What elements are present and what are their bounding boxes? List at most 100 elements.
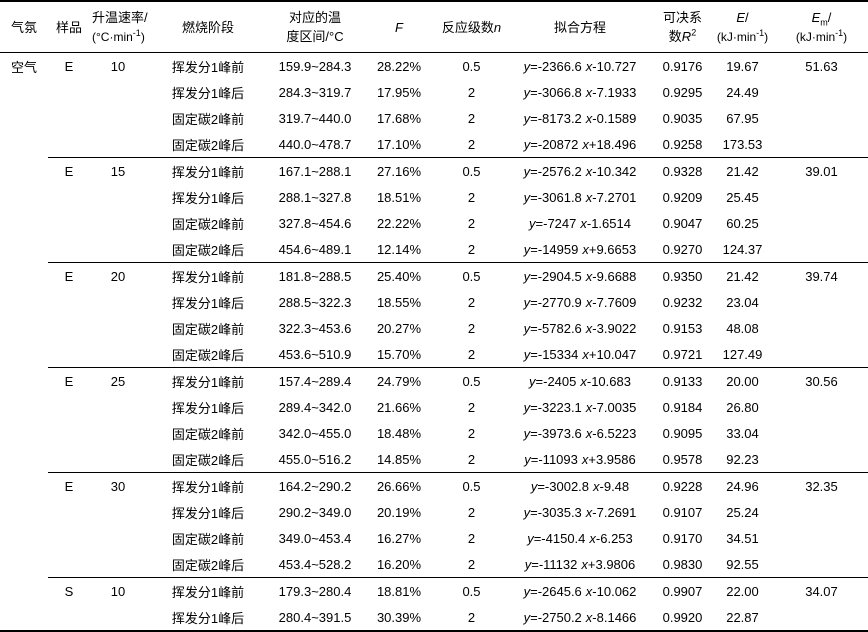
cell-Em [775,236,868,263]
cell-atmosphere [0,105,48,131]
cell-temp-range: 179.3~280.4 [270,577,360,604]
cell-Em: 39.74 [775,262,868,289]
cell-sample [48,551,90,578]
cell-sample [48,525,90,551]
cell-reaction-order: 2 [467,189,476,205]
cell-r-squared: 0.9578 [662,451,703,467]
cell-stage: 挥发分1峰后 [171,295,245,311]
cell-atmosphere [0,394,48,420]
cell-sample [48,499,90,525]
cell-F: 17.95% [376,84,422,100]
cell-Em [775,289,868,315]
cell-F: 20.27% [376,320,422,336]
header-label: 度区间/°C [286,29,344,44]
cell-Em [775,315,868,341]
cell-equation: y=-2366.6 x-10.727 [523,58,637,74]
cell-stage: 固定碳2峰前 [171,111,245,127]
col-header-reaction-order: 反应级数n [438,1,505,53]
header-label: F [395,19,403,35]
cell-r-squared: 0.9830 [662,556,703,572]
header-label: 燃烧阶段 [181,19,234,35]
cell-sample: E [48,367,90,394]
cell-E: 34.51 [726,530,759,546]
cell-temp-range: 453.6~510.9 [278,346,352,362]
cell-F: 30.39% [376,609,422,625]
cell-sample [48,394,90,420]
table-row: 固定碳2峰前 327.8~454.6 22.22% 2 y=-7247 x-1.6… [0,210,868,236]
cell-heating-rate [90,315,146,341]
header-label: 数R2 [668,27,697,44]
cell-equation: y=-14959 x+9.6653 [523,241,637,257]
cell-equation: y=-11093 x+3.9586 [524,451,636,467]
cell-temp-range: 181.8~288.5 [270,262,360,289]
cell-F: 17.68% [376,110,422,126]
cell-sample: S [48,577,90,604]
cell-r-squared: 0.9209 [662,189,703,205]
cell-atmosphere [0,210,48,236]
cell-E: 19.67 [726,58,759,74]
cell-r-squared: 0.9350 [655,262,710,289]
cell-heating-rate: 10 [90,577,146,604]
cell-stage: 固定碳2峰前 [171,216,245,232]
cell-heating-rate [90,79,146,105]
cell-sample [48,315,90,341]
table-row: 固定碳2峰后 454.6~489.1 12.14% 2 y=-14959 x+9.… [0,236,868,263]
cell-stage: 固定碳2峰后 [171,347,245,363]
cell-temp-range: 159.9~284.3 [278,58,352,74]
cell-E: 25.45 [726,189,759,205]
cell-temp-range: 167.1~288.1 [270,157,360,184]
header-unit: (kJ·min-1) [716,27,769,44]
cell-E: 22.87 [726,609,759,625]
cell-E: 173.53 [722,136,763,152]
cell-stage: 挥发分1峰后 [171,610,245,626]
cell-r-squared: 0.9907 [655,577,710,604]
cell-atmosphere [0,236,48,263]
cell-r-squared: 0.9095 [662,425,703,441]
cell-sample [48,210,90,236]
cell-stage: 挥发分1峰后 [171,400,245,416]
cell-heating-rate [90,341,146,368]
cell-E: 25.24 [726,504,759,520]
cell-E: 48.08 [726,320,759,336]
cell-atmosphere [0,420,48,446]
cell-temp-range: 280.4~391.5 [278,609,352,625]
cell-stage: 挥发分1峰后 [171,85,245,101]
header-label: E/ [736,9,749,25]
cell-F: 18.55% [376,294,422,310]
cell-r-squared: 0.9107 [662,504,703,520]
cell-atmosphere [0,473,48,500]
cell-reaction-order: 2 [467,451,476,467]
cell-equation: y=-3002.8 x-9.48 [505,472,655,499]
cell-atmosphere [0,446,48,473]
cell-F: 18.48% [376,425,422,441]
cell-heating-rate [90,394,146,420]
cell-equation: y=-15334 x+10.047 [523,346,637,362]
cell-heating-rate: 30 [90,472,146,499]
cell-r-squared: 0.9153 [662,320,703,336]
cell-stage: 挥发分1峰前 [146,367,270,394]
table-row: 固定碳2峰后 453.4~528.2 16.20% 2 y=-11132 x+3.… [0,551,868,578]
table-row: 固定碳2峰后 453.6~510.9 15.70% 2 y=-15334 x+10… [0,341,868,368]
table-row: 挥发分1峰后 288.5~322.3 18.55% 2 y=-2770.9 x-7… [0,289,868,315]
cell-E: 20.00 [710,367,775,394]
cell-stage: 挥发分1峰前 [146,472,270,499]
cell-reaction-order: 2 [467,530,476,546]
cell-sample [48,289,90,315]
cell-E: 92.23 [726,451,759,467]
cell-atmosphere [0,263,48,290]
cell-r-squared: 0.9232 [662,294,703,310]
cell-equation: y=-8173.2 x-0.1589 [523,110,637,126]
cell-Em [775,499,868,525]
cell-stage: 固定碳2峰后 [171,452,245,468]
cell-heating-rate [90,499,146,525]
cell-temp-range: 289.4~342.0 [278,399,352,415]
cell-Em: 30.56 [775,367,868,394]
cell-sample [48,236,90,263]
table-row: 固定碳2峰前 342.0~455.0 18.48% 2 y=-3973.6 x-6… [0,420,868,446]
table-row: E 20 挥发分1峰前 181.8~288.5 25.40% 0.5 y=-29… [0,262,868,290]
table-row: S 10 挥发分1峰前 179.3~280.4 18.81% 0.5 y=-26… [0,577,868,604]
table-body: 空气 E 10 挥发分1峰前 159.9~284.3 28.22% 0.5 y=… [0,53,868,632]
cell-temp-range: 164.2~290.2 [270,472,360,499]
cell-F: 16.20% [376,556,422,572]
